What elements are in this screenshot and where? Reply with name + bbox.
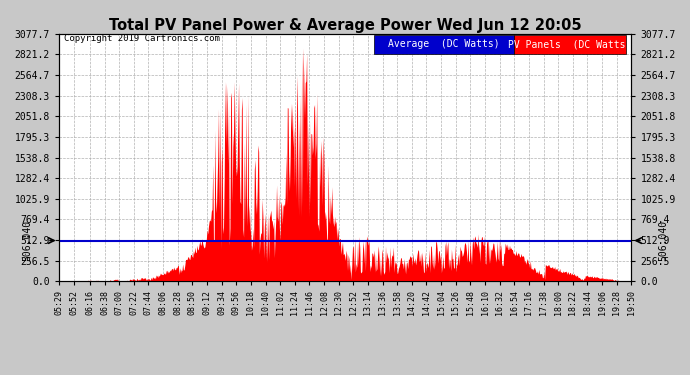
Bar [374,35,514,54]
Text: Average  (DC Watts): Average (DC Watts) [388,39,500,49]
Text: 506.040: 506.040 [658,220,668,261]
Text: 506.040: 506.040 [22,220,32,261]
Text: Copyright 2019 Cartronics.com: Copyright 2019 Cartronics.com [64,34,220,43]
Title: Total PV Panel Power & Average Power Wed Jun 12 20:05: Total PV Panel Power & Average Power Wed… [109,18,581,33]
Text: PV Panels  (DC Watts): PV Panels (DC Watts) [508,39,631,49]
Bar [514,35,626,54]
